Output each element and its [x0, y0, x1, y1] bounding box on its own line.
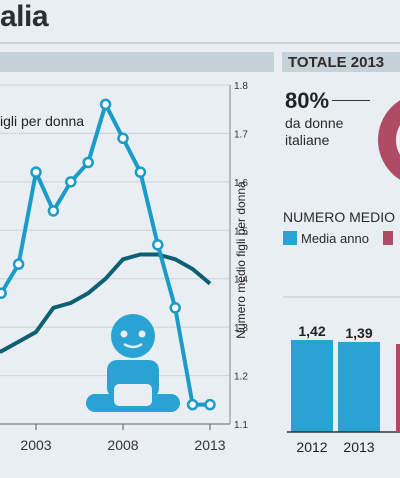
data-point [186, 398, 199, 411]
y-tick-label: 1.7 [234, 129, 248, 140]
accent-bar [396, 344, 400, 432]
data-point [47, 205, 60, 217]
data-point [0, 287, 7, 299]
y-tick-label: 1.2 [234, 372, 248, 383]
x-tick-label: 2013 [194, 437, 225, 453]
data-point [134, 166, 147, 178]
right-section-header: TOTALE 2013 [282, 52, 400, 72]
y-tick-label: 1.3 [234, 323, 248, 334]
series-light-line [0, 99, 210, 407]
data-point [204, 398, 216, 411]
title-divider [0, 42, 400, 44]
left-section-header [0, 52, 274, 72]
y-tick-label: 1.5 [234, 226, 248, 237]
percent-description: da donne italiane [285, 115, 344, 148]
bar-value-label: 1,39 [345, 325, 372, 341]
share-donut [378, 100, 400, 180]
data-point [99, 98, 112, 111]
page-title: alia [0, 0, 49, 33]
x-tick-label: 2008 [107, 437, 138, 453]
y-tick-label: 1.4 [234, 275, 248, 286]
percent-leader-line [332, 100, 370, 101]
data-point [82, 156, 94, 169]
chart-subtitle: igli per donna [0, 113, 84, 129]
legend-label: Media anno [301, 231, 369, 246]
bar-section-title: NUMERO MEDIO [283, 209, 395, 225]
bar-2012 [291, 340, 333, 432]
bar-value-label: 1,42 [298, 323, 325, 339]
y-tick-label: 1.1 [234, 420, 248, 431]
bar-legend: Media anno [283, 231, 393, 246]
percent-value: 80% [285, 88, 330, 113]
baby-icon [86, 314, 180, 412]
legend-swatch [283, 231, 297, 245]
data-point [12, 258, 25, 270]
x-tick-label: 2003 [20, 437, 51, 453]
data-point [152, 239, 164, 251]
bar-category-label: 2013 [343, 439, 374, 455]
section-title: TOTALE 2013 [288, 54, 385, 71]
y-axis-title: Numero medio figli per donna [234, 181, 248, 339]
bar-category-label: 2012 [296, 439, 327, 455]
data-point [30, 166, 42, 178]
bar-2013 [338, 341, 380, 432]
y-tick-label: 1.6 [234, 178, 248, 189]
data-point [117, 132, 129, 145]
legend-swatch-2 [382, 231, 393, 245]
series-dark-line [0, 252, 212, 354]
y-tick-label: 1.8 [234, 81, 248, 92]
data-point [65, 176, 77, 188]
data-point [169, 302, 181, 314]
